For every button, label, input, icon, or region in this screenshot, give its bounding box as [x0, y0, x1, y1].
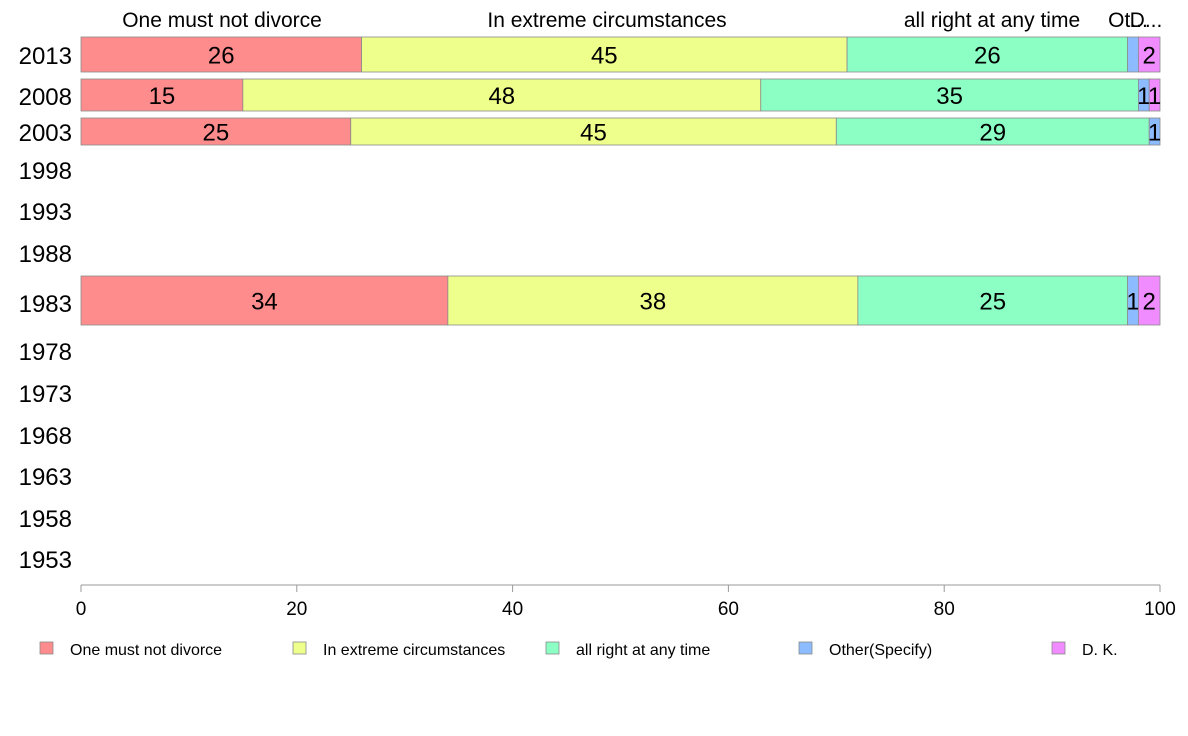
bar-2003-seg-0: [80, 117, 352, 146]
legend-label-3: Other(Specify): [829, 642, 932, 659]
bar-2013-seg-1: [361, 36, 848, 73]
legend-label-2: all right at any time: [576, 642, 710, 659]
x-tick-label-60: 60: [718, 599, 739, 620]
bar-2003-seg-1: [350, 117, 837, 146]
x-tick-label-0: 0: [76, 599, 87, 620]
year-label-1993: 1993: [19, 199, 72, 226]
bar-2008-seg-0: [80, 78, 244, 112]
column-headers: One must not divorce In extreme circumsta…: [122, 9, 1162, 32]
bar-2013-seg-4: [1138, 36, 1161, 73]
data-label-2008-1: 48: [488, 83, 515, 110]
year-label-1998: 1998: [19, 158, 72, 185]
data-label-1983-3: 1: [1126, 289, 1139, 316]
year-label-2008: 2008: [19, 84, 72, 111]
year-label-1963: 1963: [19, 464, 72, 491]
data-label-2003-2: 29: [979, 120, 1006, 147]
column-header-4: D...: [1130, 9, 1163, 32]
legend: One must not divorce In extreme circumsta…: [39, 641, 1118, 659]
year-label-1988: 1988: [19, 241, 72, 268]
legend-swatch-2: [545, 641, 560, 655]
year-label-1978: 1978: [19, 339, 72, 366]
legend-label-1: In extreme circumstances: [323, 642, 505, 659]
legend-swatch-0: [39, 641, 54, 655]
data-label-2008-0: 15: [149, 83, 176, 110]
legend-label-0: One must not divorce: [70, 642, 222, 659]
data-label-2008-3: 1: [1137, 83, 1150, 110]
data-label-2013-2: 26: [974, 43, 1001, 70]
data-label-1983-1: 38: [640, 289, 667, 316]
data-label-1983-0: 34: [251, 289, 278, 316]
column-header-2: all right at any time: [904, 9, 1080, 32]
data-label-2013-1: 45: [591, 43, 618, 70]
data-label-2008-2: 35: [936, 83, 963, 110]
year-label-1973: 1973: [19, 381, 72, 408]
bar-2008-seg-4: [1148, 78, 1161, 112]
bar-1983-seg-4: [1138, 275, 1161, 326]
bar-1983-seg-2: [857, 275, 1129, 326]
bar-2013-seg-3: [1127, 36, 1139, 73]
bar-2003-seg-2: [835, 117, 1150, 146]
data-label-2003-3: 1: [1148, 120, 1161, 147]
bar-1983-seg-1: [447, 275, 859, 326]
year-label-1953: 1953: [19, 547, 72, 574]
x-tick-label-80: 80: [934, 599, 955, 620]
data-label-2003-1: 45: [580, 120, 607, 147]
year-label-2003: 2003: [19, 120, 72, 147]
x-tick-label-40: 40: [502, 599, 523, 620]
data-label-2013-4: 2: [1143, 43, 1156, 70]
data-label-1983-2: 25: [979, 289, 1006, 316]
data-label-2008-4: 1: [1148, 83, 1161, 110]
year-label-1968: 1968: [19, 423, 72, 450]
year-label-1983: 1983: [19, 291, 72, 318]
bar-2008-seg-1: [242, 78, 762, 112]
data-label-1983-4: 2: [1143, 289, 1156, 316]
data-label-2003-0: 25: [203, 120, 230, 147]
column-header-3: Ot...: [1108, 9, 1148, 32]
year-label-1958: 1958: [19, 506, 72, 533]
x-tick-label-100: 100: [1144, 599, 1176, 620]
bar-1983-seg-0: [80, 275, 449, 326]
bar-2003-seg-3: [1148, 117, 1161, 146]
data-label-2013-0: 26: [208, 43, 235, 70]
x-tick-label-20: 20: [286, 599, 307, 620]
year-label-2013: 2013: [19, 43, 72, 70]
legend-label-4: D. K.: [1082, 642, 1118, 659]
x-axis: 0 20 40 60 80 100: [76, 584, 1176, 620]
legend-swatch-1: [292, 641, 307, 655]
bar-2008-seg-2: [760, 78, 1139, 112]
legend-swatch-3: [798, 641, 813, 655]
legend-swatch-4: [1051, 641, 1066, 655]
column-header-0: One must not divorce: [122, 9, 322, 32]
column-header-1: In extreme circumstances: [487, 9, 726, 32]
year-axis-labels: 2013 2008 2003 1998 1993 1988 1983 1978 1973 1968…: [19, 43, 72, 574]
